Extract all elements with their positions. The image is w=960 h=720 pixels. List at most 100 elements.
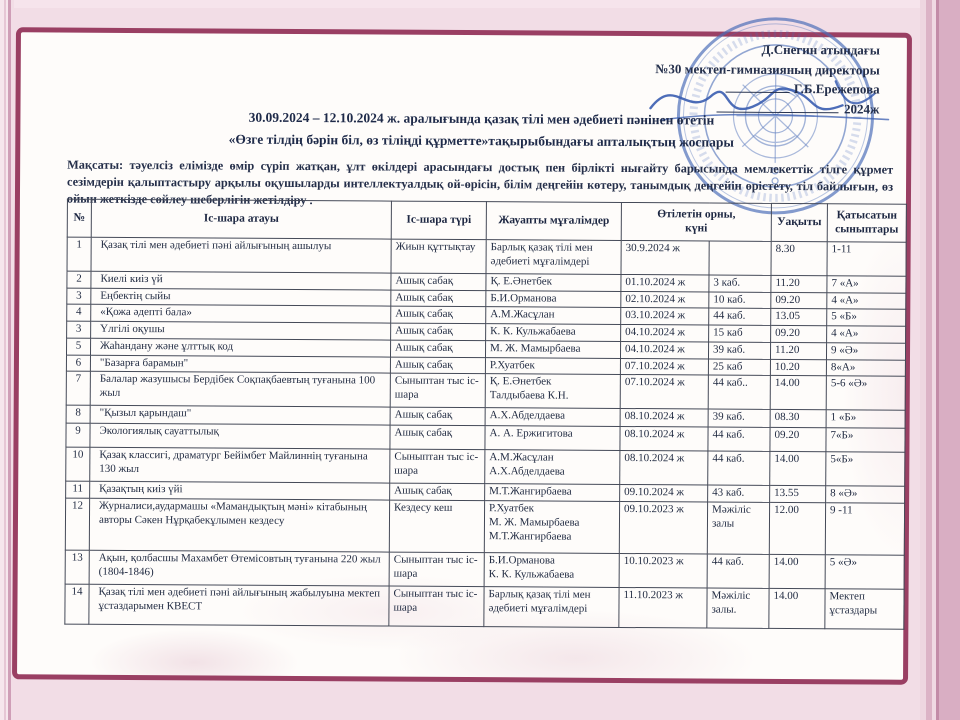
- event-classes: 7«Б»: [825, 427, 906, 453]
- event-teachers: М.Т.Жангирбаева: [484, 483, 620, 502]
- event-teachers: Қ. Е.Әнетбек Талдыбаева К.Н.: [485, 373, 621, 409]
- document-title: 30.09.2024 – 12.10.2024 ж. аралығында қа…: [67, 106, 895, 154]
- director-name: Г.Б.Ережепова: [793, 81, 880, 97]
- event-name: Жаһандану және ұлттық код: [90, 337, 391, 357]
- event-date: 04.10.2024 ж: [620, 324, 709, 342]
- event-classes: 4 «А»: [826, 292, 906, 310]
- row-number: 14: [64, 584, 90, 625]
- header-venue: Өтілетін орны, күні: [621, 202, 772, 242]
- event-time: 13.55: [769, 485, 826, 503]
- event-time: 14.00: [769, 554, 826, 589]
- event-time: 8.30: [771, 241, 828, 276]
- event-name: Балалар жазушысы Бердібек Соқпақбаевтың …: [90, 371, 391, 408]
- event-classes: 5 «Ә»: [825, 554, 905, 590]
- scanned-document: Д.Снегин атындағы №30 мектеп-гимназияның…: [12, 17, 912, 685]
- event-classes: 5 «Б»: [826, 308, 906, 327]
- event-classes: 8«А»: [826, 359, 906, 377]
- event-venue: 39 каб.: [708, 409, 771, 428]
- event-type: Жиын құттықтау: [391, 238, 487, 274]
- event-time: 12.00: [769, 502, 826, 555]
- event-teachers: Барлық қазақ тілі мен әдебиеті мұғалімде…: [486, 239, 622, 275]
- table-row: 12 Журналиси,аудармашы «Мамандықтың мәні»…: [65, 498, 905, 556]
- event-classes: 1 «Б»: [826, 409, 906, 429]
- table-row: 13 Ақын, қолбасшы Махамбет Өтемісовтың ту…: [65, 550, 905, 590]
- event-classes: 4 «А»: [826, 325, 906, 343]
- event-venue: 25 каб: [708, 358, 771, 376]
- event-venue: 43 каб.: [707, 485, 770, 503]
- row-number: 12: [65, 498, 90, 551]
- table-row: 1 Қазақ тілі мен әдебиеті пәні айлығының …: [67, 236, 907, 276]
- row-number: 6: [66, 354, 91, 372]
- event-venue: [709, 240, 772, 276]
- event-type: Кездесу кеш: [389, 500, 485, 553]
- event-venue: Мәжіліс залы: [707, 502, 770, 555]
- event-teachers: Қ. Е.Әнетбек: [485, 273, 622, 291]
- event-teachers: А.М.Жасұлан: [485, 306, 621, 325]
- event-classes: 8 «Ә»: [825, 485, 905, 504]
- approval-line-2: №30 мектеп-гимназияның директоры: [655, 60, 880, 78]
- row-number: 4: [66, 304, 91, 322]
- event-time: 11.20: [770, 342, 827, 360]
- left-frame-stripes: [0, 0, 14, 720]
- title-line-2: «Өзге тілдің бәрін біл, өз тіліңді құрме…: [228, 131, 735, 150]
- event-teachers: Р.Хуатбек М. Ж. Мамырбаева М.Т.Жангирбаева: [484, 500, 620, 554]
- event-classes: 5«Б»: [825, 451, 905, 487]
- event-name: "Қызыл қарындаш": [90, 405, 391, 426]
- approval-block: Д.Снегин атындағы №30 мектеп-гимназияның…: [655, 39, 880, 118]
- event-date: 07.10.2024 ж: [620, 357, 709, 376]
- event-time: 14.00: [768, 588, 826, 629]
- row-number: 1: [67, 236, 92, 271]
- event-date: 08.10.2024 ж: [619, 426, 709, 452]
- event-date: 07.10.2024 ж: [620, 374, 709, 410]
- event-type: Ашық сабақ: [390, 339, 486, 358]
- event-name: Журналиси,аудармашы «Мамандықтың мәні» к…: [89, 498, 390, 553]
- event-type: Ашық сабақ: [390, 323, 486, 341]
- approval-line-3: Г.Б.Ережепова: [655, 78, 880, 99]
- row-number: 13: [65, 550, 90, 585]
- event-teachers: М. Ж. Мамырбаева: [485, 340, 621, 358]
- row-number: 3: [66, 321, 91, 338]
- event-teachers: Б.И.Орманова К. К. Кульжабаева: [484, 552, 620, 588]
- header-time: Уақыты: [771, 203, 828, 242]
- event-name: Қазақ тілі мен әдебиеті пәні айлығының а…: [91, 236, 392, 273]
- event-time: 09.20: [770, 291, 827, 309]
- event-teachers: Б.И.Орманова: [485, 290, 621, 308]
- event-type: Ашық сабақ: [390, 306, 486, 324]
- header-type: Іс-шара түрі: [391, 201, 487, 240]
- event-type: Сыныптан тыс іс-шара: [389, 552, 485, 587]
- event-venue: 10 каб.: [708, 291, 771, 309]
- event-venue: 44 каб.: [708, 308, 771, 326]
- event-time: 08.30: [770, 409, 827, 428]
- event-venue: 44 каб..: [708, 375, 771, 410]
- signature-line: [725, 79, 790, 93]
- header-classes: Қатысатын сыныптары: [827, 203, 907, 242]
- event-classes: 9 -11: [825, 502, 905, 556]
- event-time: 09.20: [770, 325, 827, 343]
- row-number: 11: [65, 481, 90, 499]
- event-classes: 9 «Ә»: [826, 342, 906, 360]
- approval-line-1: Д.Снегин атындағы: [761, 41, 880, 58]
- event-name: Қазақтың киіз үйі: [89, 481, 390, 501]
- table-row: 14 Қазақ тілі мен әдебиеті пәні айлығының…: [64, 584, 905, 630]
- right-frame-stripes: [920, 0, 960, 720]
- event-teachers: А.М.Жасұлан А.Х.Абделдаева: [484, 449, 620, 485]
- event-venue: 44 каб.: [707, 427, 771, 452]
- event-name: Қазақ тілі мен әдебиеті пәні айлығының ж…: [88, 584, 390, 627]
- event-teachers: А.Х.Абделдаева: [485, 407, 621, 427]
- event-classes: 7 «А»: [826, 275, 907, 293]
- event-name: Экологиялық сауаттылық: [89, 423, 391, 450]
- event-venue: 44 каб.: [707, 554, 770, 589]
- event-venue: 39 каб.: [708, 341, 771, 359]
- event-name: "Базарға барамын": [90, 354, 391, 374]
- event-teachers: А. А. Ержигитова: [484, 425, 621, 451]
- row-number: 5: [66, 337, 91, 355]
- event-teachers: Р.Хуатбек: [485, 357, 621, 375]
- event-venue: 3 каб.: [708, 274, 772, 292]
- plan-table: № Іс-шара атауы Іс-шара түрі Жауапты мұғ…: [64, 198, 907, 630]
- row-number: 9: [65, 423, 91, 448]
- row-number: 2: [66, 270, 92, 288]
- event-type: Ашық сабақ: [390, 356, 486, 374]
- row-number: 7: [66, 371, 91, 406]
- event-classes: 5-6 «Ә»: [826, 375, 906, 411]
